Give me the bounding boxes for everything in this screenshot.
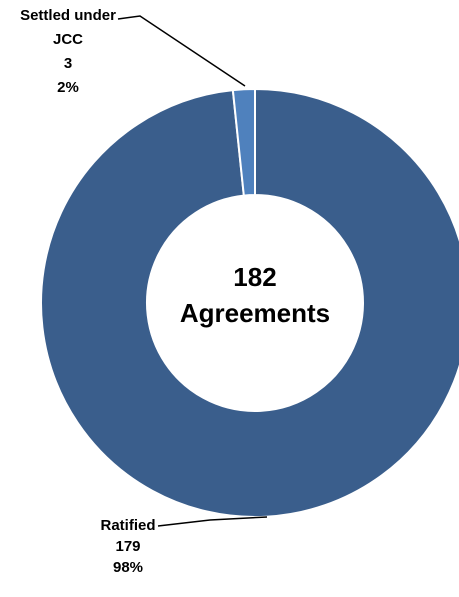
slice-label-settled-under-jcc-line-1: JCC	[53, 31, 83, 48]
leader-line-settled-under-jcc	[117, 15, 246, 87]
leader-line-ratified	[157, 516, 268, 527]
slice-label-settled-under-jcc-line-3: 2%	[57, 79, 79, 96]
leader-lines-layer	[117, 15, 268, 527]
slice-label-settled-under-jcc-line-2: 3	[64, 55, 72, 72]
center-label: 182 Agreements	[180, 262, 330, 328]
slice-label-ratified-line-0: Ratified	[100, 517, 155, 534]
slice-label-ratified-line-1: 179	[115, 538, 140, 555]
donut-slice-settled-under-jcc	[231, 87, 256, 197]
center-label-count: 182	[233, 262, 276, 292]
slice-label-ratified-line-2: 98%	[113, 559, 143, 576]
center-label-caption: Agreements	[180, 298, 330, 328]
slice-label-settled-under-jcc-line-0: Settled under	[20, 7, 116, 24]
slice-labels-layer: Ratified 179 98% Settled under JCC 3 2%	[20, 7, 155, 576]
slices-layer	[40, 87, 459, 518]
donut-slice-ratified	[40, 87, 459, 518]
